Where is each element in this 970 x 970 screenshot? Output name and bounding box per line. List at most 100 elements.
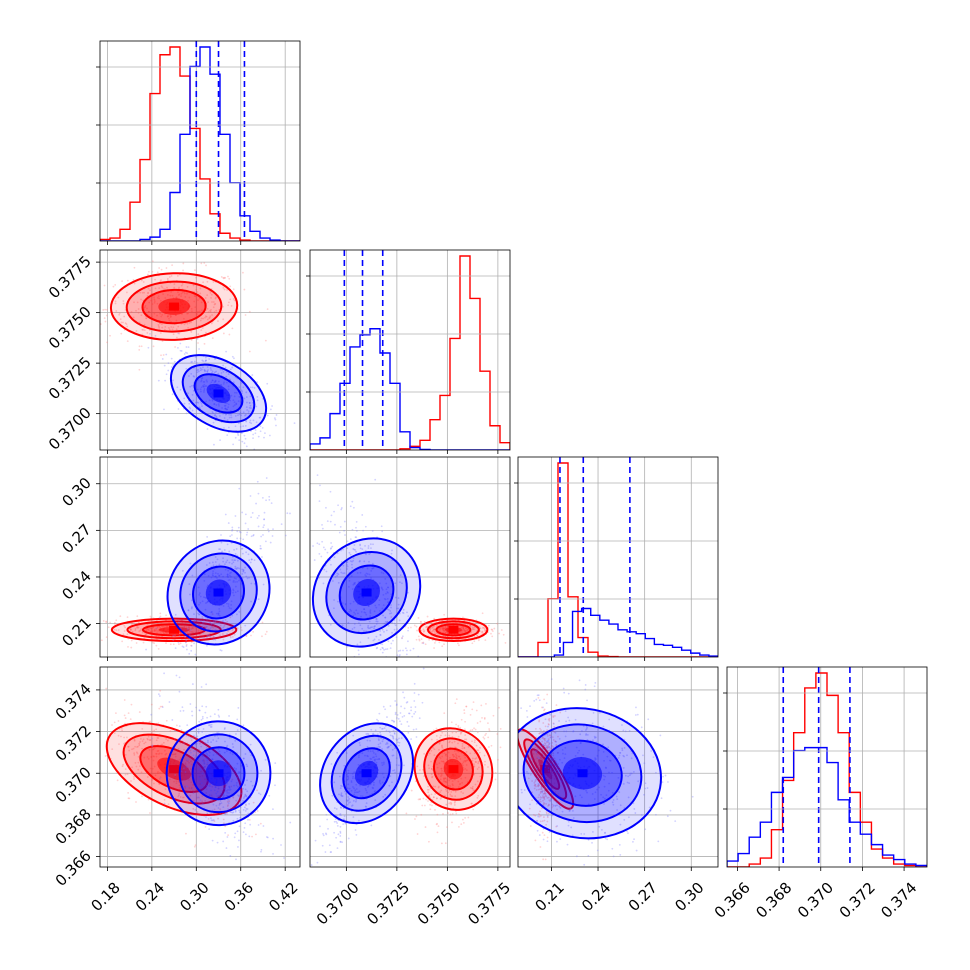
scatter-point-blue <box>644 828 647 831</box>
scatter-point-blue <box>394 711 397 714</box>
scatter-point-red <box>543 698 545 701</box>
scatter-point-blue <box>246 409 249 411</box>
scatter-point-blue <box>233 404 236 407</box>
scatter-point-red <box>541 706 543 709</box>
scatter-point-blue <box>392 754 395 757</box>
scatter-point-blue <box>203 381 206 383</box>
scatter-point-red <box>428 638 431 641</box>
scatter-point-red <box>180 295 182 298</box>
scatter-point-blue <box>352 816 355 818</box>
scatter-point-blue <box>179 349 182 352</box>
scatter-point-blue <box>256 399 259 402</box>
scatter-point-blue <box>197 759 200 762</box>
scatter-point-blue <box>329 520 332 523</box>
scatter-point-blue <box>648 806 651 809</box>
scatter-point-red <box>158 777 161 780</box>
scatter-point-blue <box>346 540 349 543</box>
scatter-point-blue <box>368 553 371 556</box>
scatter-point-blue <box>173 738 176 740</box>
scatter-point-blue <box>333 781 336 784</box>
scatter-point-blue <box>264 540 267 543</box>
scatter-point-blue <box>187 392 189 395</box>
scatter-point-blue <box>213 357 216 360</box>
scatter-point-red <box>165 642 167 644</box>
scatter-point-blue <box>348 585 350 588</box>
scatter-point-red <box>476 780 479 783</box>
scatter-point-blue <box>366 786 369 788</box>
scatter-point-blue <box>346 547 349 550</box>
scatter-point-blue <box>339 832 342 834</box>
scatter-point-blue <box>359 544 362 547</box>
scatter-point-blue <box>358 741 361 744</box>
scatter-point-blue <box>551 814 554 817</box>
scatter-point-blue <box>353 771 356 774</box>
scatter-point-red <box>155 739 158 742</box>
scatter-point-red <box>469 786 472 789</box>
scatter-point-blue <box>207 741 209 744</box>
scatter-point-blue <box>237 422 240 425</box>
scatter-point-red <box>187 760 189 763</box>
scatter-point-red <box>427 791 430 794</box>
scatter-point-blue <box>346 561 349 564</box>
scatter-point-red <box>432 785 435 788</box>
scatter-point-blue <box>359 624 362 627</box>
scatter-point-blue <box>354 536 357 538</box>
scatter-point-blue <box>175 674 178 677</box>
scatter-point-blue <box>387 640 390 643</box>
scatter-point-blue <box>239 537 242 540</box>
scatter-point-red <box>210 297 212 299</box>
scatter-point-blue <box>399 720 401 723</box>
scatter-point-red <box>465 764 468 766</box>
scatter-point-blue <box>249 823 252 826</box>
scatter-point-red <box>472 701 475 704</box>
scatter-point-red <box>161 286 164 289</box>
scatter-point-blue <box>191 736 194 739</box>
scatter-point-blue <box>339 787 342 790</box>
scatter-point-red <box>483 627 486 630</box>
scatter-point-blue <box>188 652 191 655</box>
scatter-point-blue <box>346 773 348 776</box>
scatter-point-blue <box>245 413 247 416</box>
scatter-point-red <box>113 732 116 735</box>
scatter-point-blue <box>351 588 354 590</box>
scatter-point-blue <box>195 749 197 752</box>
scatter-point-red <box>202 281 204 284</box>
scatter-point-blue <box>365 733 368 735</box>
scatter-point-red <box>440 789 443 792</box>
scatter-point-blue <box>319 484 321 487</box>
scatter-point-red <box>139 629 142 632</box>
scatter-point-blue <box>214 556 217 558</box>
scatter-point-blue <box>228 792 230 794</box>
scatter-point-blue <box>215 411 217 413</box>
scatter-point-red <box>134 745 137 748</box>
scatter-point-red <box>244 793 247 796</box>
scatter-point-red <box>559 711 562 714</box>
scatter-point-red <box>148 739 151 742</box>
scatter-point-red <box>540 729 542 732</box>
scatter-point-blue <box>234 739 237 742</box>
scatter-point-blue <box>226 408 228 411</box>
scatter-point-red <box>114 283 117 286</box>
scatter-point-blue <box>147 346 150 349</box>
scatter-point-blue <box>559 806 562 809</box>
scatter-point-blue <box>391 754 394 757</box>
scatter-point-blue <box>386 742 389 745</box>
scatter-point-red <box>151 316 153 318</box>
scatter-point-blue <box>228 416 231 419</box>
scatter-point-red <box>130 703 133 706</box>
scatter-point-red <box>145 633 147 636</box>
scatter-point-blue <box>232 588 235 591</box>
scatter-point-red <box>196 313 198 315</box>
scatter-point-blue <box>186 648 188 651</box>
scatter-point-red <box>206 294 209 297</box>
scatter-point-blue <box>390 642 393 645</box>
scatter-point-blue <box>237 795 240 798</box>
scatter-point-blue <box>167 362 170 365</box>
scatter-point-red <box>451 735 454 738</box>
scatter-point-red <box>133 738 136 741</box>
scatter-point-blue <box>241 568 244 571</box>
scatter-point-blue <box>365 802 368 805</box>
scatter-point-red <box>462 822 465 824</box>
scatter-point-blue <box>382 776 385 779</box>
scatter-point-red <box>134 761 137 764</box>
